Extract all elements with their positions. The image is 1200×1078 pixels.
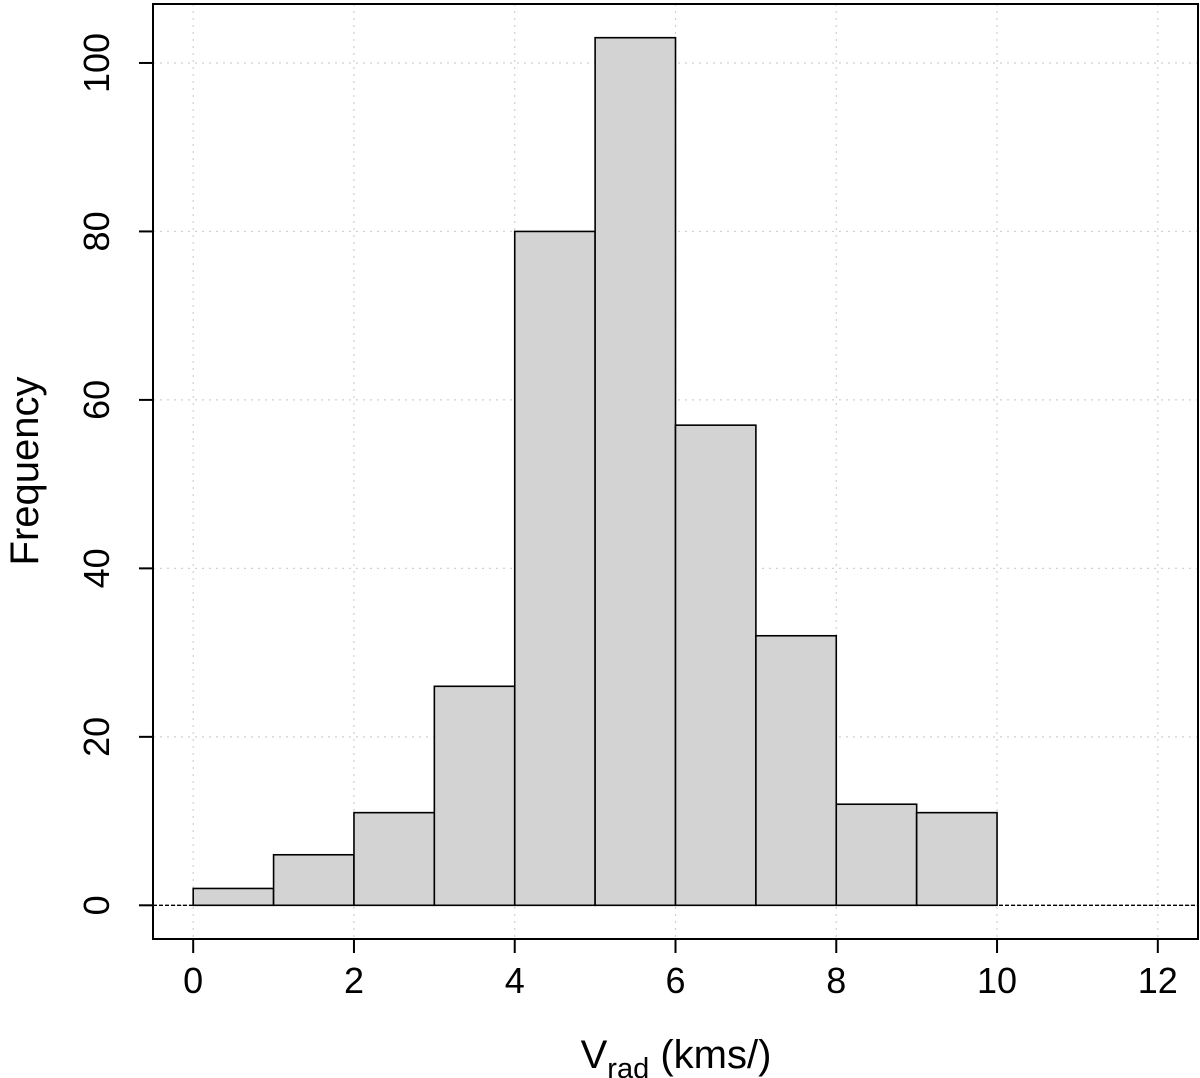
- x-axis-title: Vrad (kms/): [581, 1033, 772, 1078]
- histogram-bar: [272, 853, 355, 907]
- x-tick-label: 0: [183, 960, 203, 1001]
- histogram-bar: [192, 887, 275, 907]
- y-tick-label: 20: [76, 717, 117, 757]
- y-tick-label: 100: [76, 33, 117, 93]
- y-tick-label: 80: [76, 211, 117, 251]
- x-tick-label: 10: [977, 960, 1017, 1001]
- x-tick-label: 4: [505, 960, 525, 1001]
- y-axis-title: Frequency: [3, 377, 47, 566]
- histogram-bar: [513, 230, 596, 907]
- x-axis: 0 2 4 6 8 10 12: [183, 938, 1178, 1001]
- y-tick-label: 40: [76, 548, 117, 588]
- y-axis: 0 20 40 60 80 100: [76, 33, 154, 915]
- histogram-bar: [594, 36, 677, 907]
- histogram-bar: [674, 424, 757, 907]
- y-tick-label: 0: [76, 895, 117, 915]
- histogram-bar: [755, 634, 838, 907]
- x-tick-label: 12: [1138, 960, 1178, 1001]
- histogram-bar: [835, 803, 918, 907]
- x-tick-label: 8: [826, 960, 846, 1001]
- x-axis-title-main: V: [581, 1033, 608, 1077]
- histogram-bar: [353, 811, 436, 907]
- histogram-bar: [915, 811, 998, 907]
- x-tick-label: 2: [344, 960, 364, 1001]
- x-axis-title-subscript: rad: [607, 1053, 649, 1078]
- y-tick-label: 60: [76, 380, 117, 420]
- x-tick-label: 6: [665, 960, 685, 1001]
- histogram-bar: [433, 685, 516, 907]
- histogram-bars: [192, 36, 998, 907]
- x-axis-title-unit: (kms/): [649, 1033, 771, 1077]
